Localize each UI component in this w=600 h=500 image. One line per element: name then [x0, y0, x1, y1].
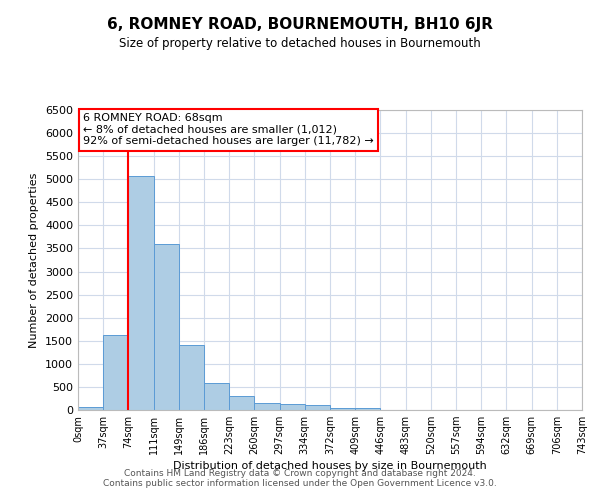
Text: 6 ROMNEY ROAD: 68sqm
← 8% of detached houses are smaller (1,012)
92% of semi-det: 6 ROMNEY ROAD: 68sqm ← 8% of detached ho…	[83, 113, 374, 146]
Text: 6, ROMNEY ROAD, BOURNEMOUTH, BH10 6JR: 6, ROMNEY ROAD, BOURNEMOUTH, BH10 6JR	[107, 18, 493, 32]
Bar	[280, 404, 305, 410]
Y-axis label: Number of detached properties: Number of detached properties	[29, 172, 40, 348]
Bar	[204, 384, 229, 410]
Text: Size of property relative to detached houses in Bournemouth: Size of property relative to detached ho…	[119, 38, 481, 51]
Bar	[179, 346, 204, 410]
Bar	[254, 403, 280, 410]
Bar	[103, 335, 128, 410]
Text: Contains public sector information licensed under the Open Government Licence v3: Contains public sector information licen…	[103, 478, 497, 488]
Bar	[78, 406, 103, 410]
Bar	[305, 406, 330, 410]
Bar	[355, 408, 380, 410]
Text: Contains HM Land Registry data © Crown copyright and database right 2024.: Contains HM Land Registry data © Crown c…	[124, 468, 476, 477]
Bar	[128, 176, 154, 410]
X-axis label: Distribution of detached houses by size in Bournemouth: Distribution of detached houses by size …	[173, 462, 487, 471]
Bar	[330, 408, 355, 410]
Bar	[154, 244, 179, 410]
Bar	[229, 396, 254, 410]
